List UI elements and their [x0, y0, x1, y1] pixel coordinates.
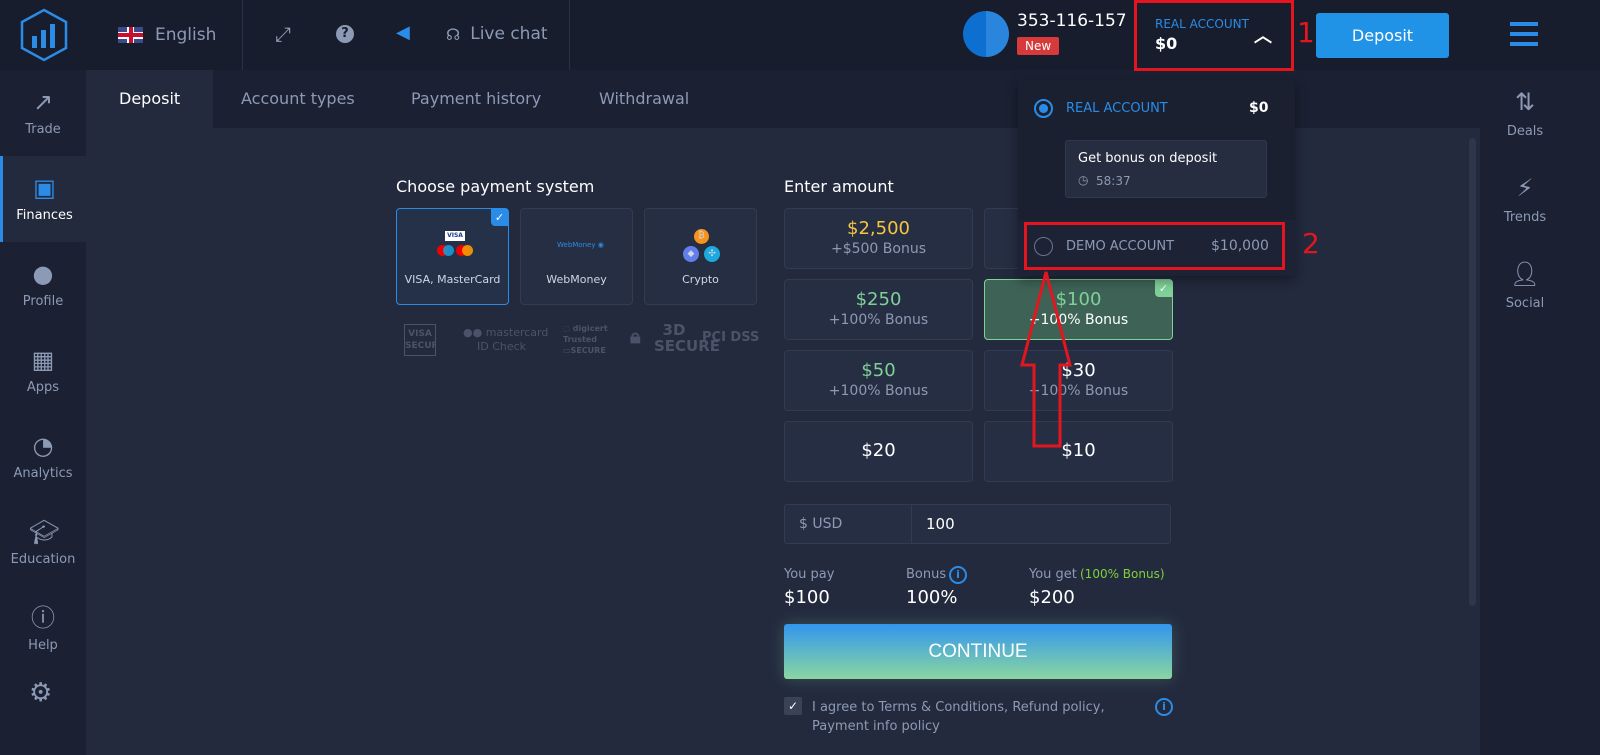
amount-option-250[interactable]: $250 +100% Bonus [784, 279, 973, 340]
payment-crypto[interactable]: ₿ ◆ ✣ Crypto [644, 208, 757, 305]
user-id: 353-116-157 [1017, 11, 1127, 31]
enter-amount-title: Enter amount [784, 177, 894, 196]
user-icon: ● [32, 260, 54, 288]
live-chat-button[interactable]: ☊ Live chat [446, 24, 548, 44]
clock-icon: ◷ [1078, 173, 1089, 187]
grid-icon: ▦ [31, 346, 55, 374]
amount-option-100[interactable]: ✓ $100 +100% Bonus [984, 279, 1173, 340]
bonus-card[interactable]: Get bonus on deposit ◷ 58:37 [1065, 140, 1267, 198]
annotation-arrow-icon [1020, 271, 1072, 448]
agree-text[interactable]: I agree to Terms & Conditions, Refund po… [812, 700, 1105, 734]
sidebar-item-finances[interactable]: ▣ Finances [0, 156, 86, 242]
you-get-label: You get [1029, 567, 1077, 582]
sidebar-item-social[interactable]: 👤︎ Social [1480, 260, 1570, 311]
pci-dss-logo-icon: PCI DSS [702, 330, 760, 345]
payment-visa-mastercard[interactable]: ✓ VISA VISA, MasterCard [396, 208, 509, 305]
menu-icon[interactable] [1510, 22, 1538, 46]
uk-flag-icon [118, 27, 143, 43]
sidebar-item-trends[interactable]: ⚡︎ Trends [1480, 174, 1570, 225]
headset-icon: ☊ [446, 24, 461, 44]
new-badge: New [1017, 37, 1060, 55]
sound-icon[interactable]: ◀ [396, 22, 410, 43]
chevron-up-icon: ︿ [1254, 26, 1272, 47]
settings-icon[interactable]: ⚙ [29, 678, 53, 708]
sort-arrows-icon: ⇅ [1514, 88, 1536, 116]
crypto-logo-icon: ₿ ◆ ✣ [682, 229, 722, 263]
bonus-label: Bonus [906, 567, 947, 582]
language-selector[interactable]: English [118, 24, 216, 46]
check-icon: ✓ [1155, 280, 1172, 297]
account-dropdown: REAL ACCOUNT $0 Get bonus on deposit ◷ 5… [1018, 80, 1295, 276]
you-get-value: $200 [1029, 587, 1075, 608]
bonus-value: 100% [906, 587, 958, 608]
divider [569, 0, 570, 70]
info-icon: ⓘ [31, 604, 55, 632]
tab-payment-history[interactable]: Payment history [411, 89, 542, 108]
sidebar-item-education[interactable]: 🎓︎ Education [10, 518, 76, 567]
digicert-logo-icon: ◌ digicert Trusted ▭SECURE [563, 324, 608, 355]
radio-selected-icon [1034, 99, 1053, 118]
info-icon[interactable]: i [1155, 698, 1173, 716]
visa-secure-logo: VISA SECURE [404, 324, 436, 356]
top-bar: English ⤢ ? ◀ ☊ Live chat 353-116-157 Ne… [0, 0, 1600, 70]
amount-option-20[interactable]: $20 [784, 421, 973, 482]
banknote-icon: ▣ [33, 174, 56, 202]
annotation-number-2: 2 [1302, 227, 1320, 260]
radio-icon [1034, 237, 1053, 256]
annotation-box-1 [1134, 0, 1294, 71]
mastercard-id-check-logo-icon: ●● mastercard ID Check [463, 326, 549, 353]
check-icon: ✓ [491, 209, 508, 226]
continue-button[interactable]: CONTINUE [784, 624, 1172, 679]
real-account-option[interactable]: REAL ACCOUNT $0 Get bonus on deposit ◷ 5… [1018, 80, 1295, 220]
annotation-number-1: 1 [1297, 16, 1315, 49]
scrollbar[interactable] [1469, 138, 1476, 606]
agree-checkbox[interactable]: ✓ [784, 697, 802, 715]
webmoney-logo-icon: WebMoney ◉ [557, 241, 604, 249]
info-icon[interactable]: i [949, 566, 967, 584]
lightning-icon: ⚡︎ [1516, 174, 1534, 202]
currency-label: $ USD [799, 516, 843, 532]
amount-input-group: $ USD 100 [784, 504, 1171, 544]
payment-system-title: Choose payment system [396, 177, 595, 196]
you-pay-value: $100 [784, 587, 830, 608]
amount-option-30[interactable]: $30 +100% Bonus [984, 350, 1173, 411]
payment-webmoney[interactable]: WebMoney ◉ WebMoney [520, 208, 633, 305]
3d-secure-logo: 3D SECURE [654, 321, 721, 355]
right-sidebar: ⇅ Deals ⚡︎ Trends 👤︎ Social [1480, 70, 1600, 755]
sidebar-item-apps[interactable]: ▦ Apps [26, 346, 60, 395]
logo-icon[interactable] [18, 8, 70, 62]
tab-deposit[interactable]: Deposit [86, 70, 214, 128]
sidebar-item-trade[interactable]: ↗ Trade [25, 88, 61, 137]
graduation-cap-icon: 🎓︎ [29, 518, 60, 546]
left-sidebar: ↗ Trade ▣ Finances ● Profile ▦ Apps ◔ Analyti… [0, 70, 86, 755]
amount-option-10[interactable]: $10 [984, 421, 1173, 482]
account-switcher[interactable]: REAL ACCOUNT $0 ︿ [1155, 17, 1272, 53]
annotation-box-2 [1024, 222, 1285, 270]
you-get-note: (100% Bonus) [1080, 567, 1165, 581]
demo-account-option[interactable]: DEMO ACCOUNT $10,000 [1018, 220, 1295, 276]
help-icon[interactable]: ? [336, 25, 354, 43]
divider [242, 0, 243, 70]
avatar[interactable] [963, 11, 1009, 57]
pie-chart-icon: ◔ [32, 432, 54, 460]
sidebar-item-profile[interactable]: ● Profile [22, 260, 64, 309]
you-pay-label: You pay [784, 567, 835, 582]
visa-mastercard-logo-icon: VISA [437, 231, 473, 261]
tab-withdrawal[interactable]: Withdrawal [599, 89, 690, 108]
tab-account-types[interactable]: Account types [241, 89, 355, 108]
fullscreen-icon[interactable]: ⤢ [275, 22, 291, 46]
sidebar-item-deals[interactable]: ⇅ Deals [1480, 88, 1570, 139]
amount-option-2500[interactable]: $2,500 +$500 Bonus [784, 208, 973, 269]
amount-option-50[interactable]: $50 +100% Bonus [784, 350, 973, 411]
lock-icon: 🔒︎ [630, 324, 641, 348]
amount-input[interactable]: 100 [926, 515, 955, 533]
add-user-icon: 👤︎ [1509, 260, 1541, 288]
trend-up-icon: ↗ [32, 88, 54, 116]
deposit-button[interactable]: Deposit [1316, 13, 1449, 58]
sidebar-item-analytics[interactable]: ◔ Analytics [13, 432, 73, 481]
sidebar-item-help[interactable]: ⓘ Help [28, 604, 58, 653]
